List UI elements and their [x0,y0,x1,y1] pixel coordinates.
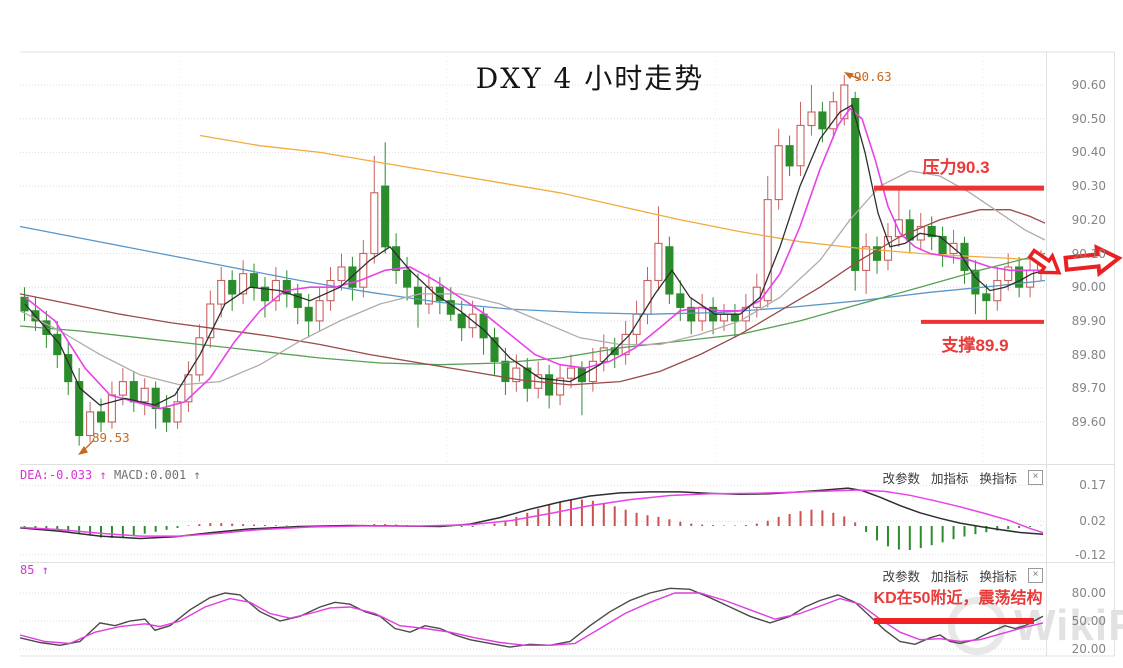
macd-line-DEA [19,489,1044,537]
price-axis-label: 90.40 [1071,145,1106,160]
close-indicator-button[interactable]: × [1028,470,1043,485]
chart-title: DXY 4 小时走势 [475,62,705,95]
kd-line-D [19,592,1044,646]
macd-axis-label: 0.02 [1079,514,1106,529]
ma-lines [19,104,1046,410]
btn-change-params[interactable]: 改参数 [882,472,920,486]
kd-annotation: KD在50附近，震荡结构 [873,590,1043,607]
support-resistance-lines [874,185,1044,624]
btn-switch-indicator[interactable]: 换指标 [979,570,1017,584]
kd-indicator-label: 85 ↑ [20,563,49,577]
candlesticks [20,74,1046,446]
peak-price-label: 90.63 [854,69,892,84]
ma-line-MA-maroon [19,209,1046,386]
kd-axis-label: 80.00 [1071,586,1106,600]
ma-line-MA-green [19,252,1046,366]
ma-line-MA-gray [19,170,1046,386]
kd-axis-label: 20.00 [1071,642,1106,656]
trough-price-label: 89.53 [92,430,130,445]
macd-value-label: MACD:0.001 [113,468,187,482]
price-axis-label: 89.60 [1071,415,1106,429]
red-arrow-down-right-icon [1027,248,1062,275]
price-axis-label: 90.20 [1071,212,1106,227]
price-axis-label: 90.50 [1071,111,1106,126]
macd-axis-label: 0.17 [1079,478,1106,493]
btn-change-params[interactable]: 改参数 [882,570,920,584]
ma-line-MA-blue [19,225,1046,315]
btn-add-indicator[interactable]: 加指标 [930,472,969,486]
kd-value-label: 85 [20,563,35,577]
panel-borders [20,51,1115,657]
resistance-annotation: 压力90.3 [922,158,990,177]
price-axis-label: 89.90 [1071,313,1106,328]
kd-toolbar: 改参数 加指标 换指标 × [882,566,1043,585]
macd-histogram [23,499,1042,550]
macd-indicator-label: DEA:-0.033 ↑ MACD:0.001 ↑ [20,468,201,482]
btn-add-indicator[interactable]: 加指标 [930,570,969,584]
kd-axis-label: 50.00 [1071,614,1106,628]
ma-line-MA-orange [199,134,1046,261]
dea-value-label: DEA:-0.033 [20,468,93,482]
dea-up-arrow-icon: ↑ [99,468,107,482]
kd-up-arrow-icon: ↑ [41,563,49,577]
price-axis-label: 90.60 [1071,78,1106,92]
price-axis-label: 90.10 [1071,246,1106,261]
macd-up-arrow-icon: ↑ [193,468,201,482]
ma-line-MA-black [24,104,1046,406]
ma-line-MA-magenta [24,107,1045,410]
support-annotation: 支撑89.9 [941,336,1009,355]
watermark-logo-icon [948,597,1006,655]
btn-switch-indicator[interactable]: 换指标 [979,472,1017,486]
price-axis-label: 90.30 [1071,179,1106,194]
macd-toolbar: 改参数 加指标 换指标 × [882,468,1043,487]
close-indicator-button[interactable]: × [1028,568,1043,583]
gridlines [20,52,1045,650]
red-arrow-right-icon [1063,244,1123,278]
price-axis-label: 90.00 [1071,280,1106,295]
macd-axis-label: -0.12 [1074,547,1106,562]
callout-arrows [78,72,862,455]
price-axis-label: 89.70 [1071,381,1106,396]
macd-line-DIF [19,487,1044,540]
price-axis-label: 89.80 [1071,347,1106,362]
